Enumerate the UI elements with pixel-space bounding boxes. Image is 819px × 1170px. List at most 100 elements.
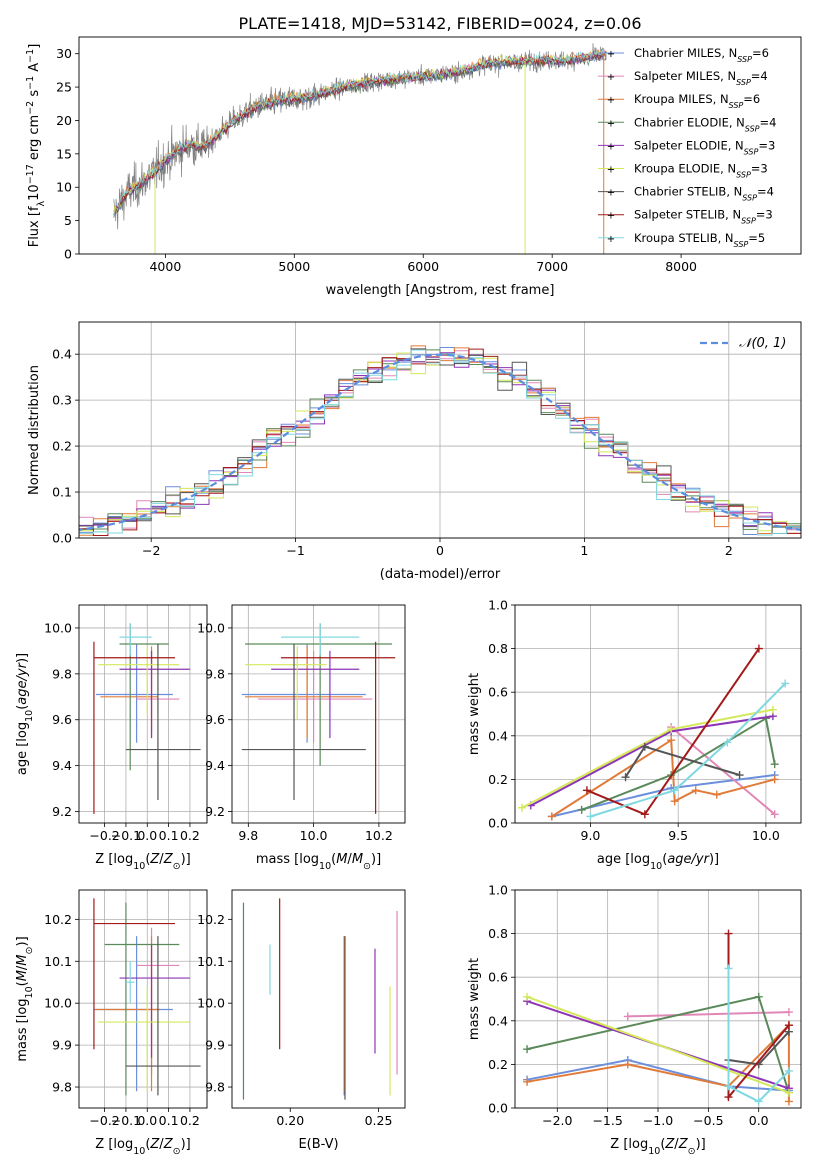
x-tick-label: 0 [436,543,444,558]
weight-marker [667,736,676,745]
weight-marker [770,775,779,784]
legend-entry: Kroupa ELODIE, NSSP=3 [634,162,768,180]
axes-frame [78,889,208,1109]
weight-marker [754,1097,763,1106]
residuals-panel: −2 −1 0 1 2 0.0 0.1 0.2 0.3 0.4 (data-model)/error… [27,321,802,582]
weight-marker [784,1097,793,1106]
weight-series-line [624,745,740,778]
y-axis-label: mass weight [467,958,482,1040]
error-bar-point [245,646,363,739]
axis-label: Z [log10(Z/Z⊙)] [610,1137,705,1157]
weight-marker [770,760,779,769]
weight-marker [621,773,630,782]
weight-series-line [526,1058,789,1092]
y-tick-label: 10 [56,180,72,195]
weight-series-line [727,968,790,1103]
weight-marker [667,725,676,734]
x-tick-label: 7000 [536,259,568,274]
x-tick-label: −1.0 [643,1113,673,1128]
x-tick-label: 10.0 [752,828,780,843]
legend-entry: Kroupa STELIB, NSSP=5 [634,231,765,249]
y-tick-label: 0.1 [52,485,72,500]
x-tick-label: −2 [142,543,160,558]
y-tick-label: 10.1 [197,954,225,969]
weight-marker [712,790,721,799]
weight-marker [586,812,595,821]
y-tick-label: 0.2 [488,772,508,787]
model-fit-line [113,52,607,216]
axis-label: mass [log10(M/M⊙)] [256,852,381,872]
axes-frame [78,36,802,255]
x-axis-label: (data-model)/error [380,567,501,582]
y-tick-label: 20 [56,113,72,128]
weight-marker [770,810,779,819]
weight-marker [784,1021,793,1030]
y-tick-label: 9.9 [52,1038,72,1053]
x-tick-label: −0.2 [89,828,119,843]
weight-marker [640,742,649,751]
legend-entry: Chabrier ELODIE, NSSP=4 [634,115,776,133]
y-tick-label: 0.2 [488,1057,508,1072]
x-tick-label: 9.5 [668,828,688,843]
gaussian-reference-curve [79,353,801,532]
weight-marker [754,644,763,653]
y-tick-label: 0.8 [488,641,508,656]
y-tick-label: 1.0 [488,883,508,898]
error-bar-point [241,644,366,801]
legend-marker: + [607,72,615,83]
axis-label: mass [log10(M/M⊙)] [15,936,35,1061]
x-tick-label: 4000 [149,259,181,274]
y-tick-label: 0.0 [488,816,508,831]
plot-area [523,929,793,1106]
weight-vs-age-panel: 9.0 9.5 10.0 0.0 0.2 0.4 0.6 0.8 1.0 age [log10(a… [467,598,802,872]
y-tick-label: 0.6 [488,685,508,700]
x-tick-label: −0.5 [693,1113,723,1128]
x-tick-label: 0.25 [365,1113,393,1128]
error-bar-point [119,650,190,739]
spectrum-panel: 4000 5000 6000 7000 8000 0 5 10 15 20 25 30 waveleng… [25,36,802,298]
model-fit-line [113,49,607,217]
x-tick-label: 1 [580,543,588,558]
x-tick-label: 9.0 [581,828,601,843]
y-tick-label: 10.2 [197,912,225,927]
error-bar-point [125,961,135,1004]
error-bar-point [280,623,360,656]
y-axis-label: Flux [fλ10−17 erg cm−2 s−1 A−1] [25,44,47,248]
y-tick-label: 9.4 [205,758,225,773]
legend-marker: + [607,234,615,245]
weight-series-line [551,738,775,818]
y-tick-label: 0.4 [52,347,72,362]
model-fit-line [113,53,607,215]
weight-marker [784,1088,793,1097]
x-tick-label: 9.8 [238,828,258,843]
legend-entry: 𝒩(0, 1) [739,336,786,351]
error-bar-point [98,986,190,1092]
legend-marker: + [607,95,615,106]
y-tick-label: 1.0 [488,598,508,613]
legend-entry: Salpeter STELIB, NSSP=3 [634,208,773,226]
weight-marker [735,771,744,780]
legend-marker: + [607,49,615,60]
weight-marker [518,803,527,812]
plot-area [79,345,801,536]
y-tick-label: 10.0 [197,996,225,1011]
legend-entry: Kroupa MILES, NSSP=6 [634,92,760,110]
weight-marker [582,786,591,795]
y-tick-label: 9.6 [52,712,72,727]
weight-marker [623,1060,632,1069]
legend-marker: + [607,141,615,152]
legend-marker: + [607,118,615,129]
y-tick-label: 10.1 [44,954,72,969]
legend-marker: + [607,211,615,222]
axes-frame [514,604,802,824]
x-tick-label: −1.5 [592,1113,622,1128]
x-tick-label: 0.0 [137,1113,157,1128]
legend-marker: + [607,188,615,199]
y-tick-label: 9.8 [205,1080,225,1095]
weight-marker [784,1066,793,1075]
weight-marker [724,964,733,973]
model-fit-line [113,50,607,216]
error-bar-point [245,646,327,720]
x-tick-label: −0.2 [89,1113,119,1128]
error-bar-point [280,641,396,814]
